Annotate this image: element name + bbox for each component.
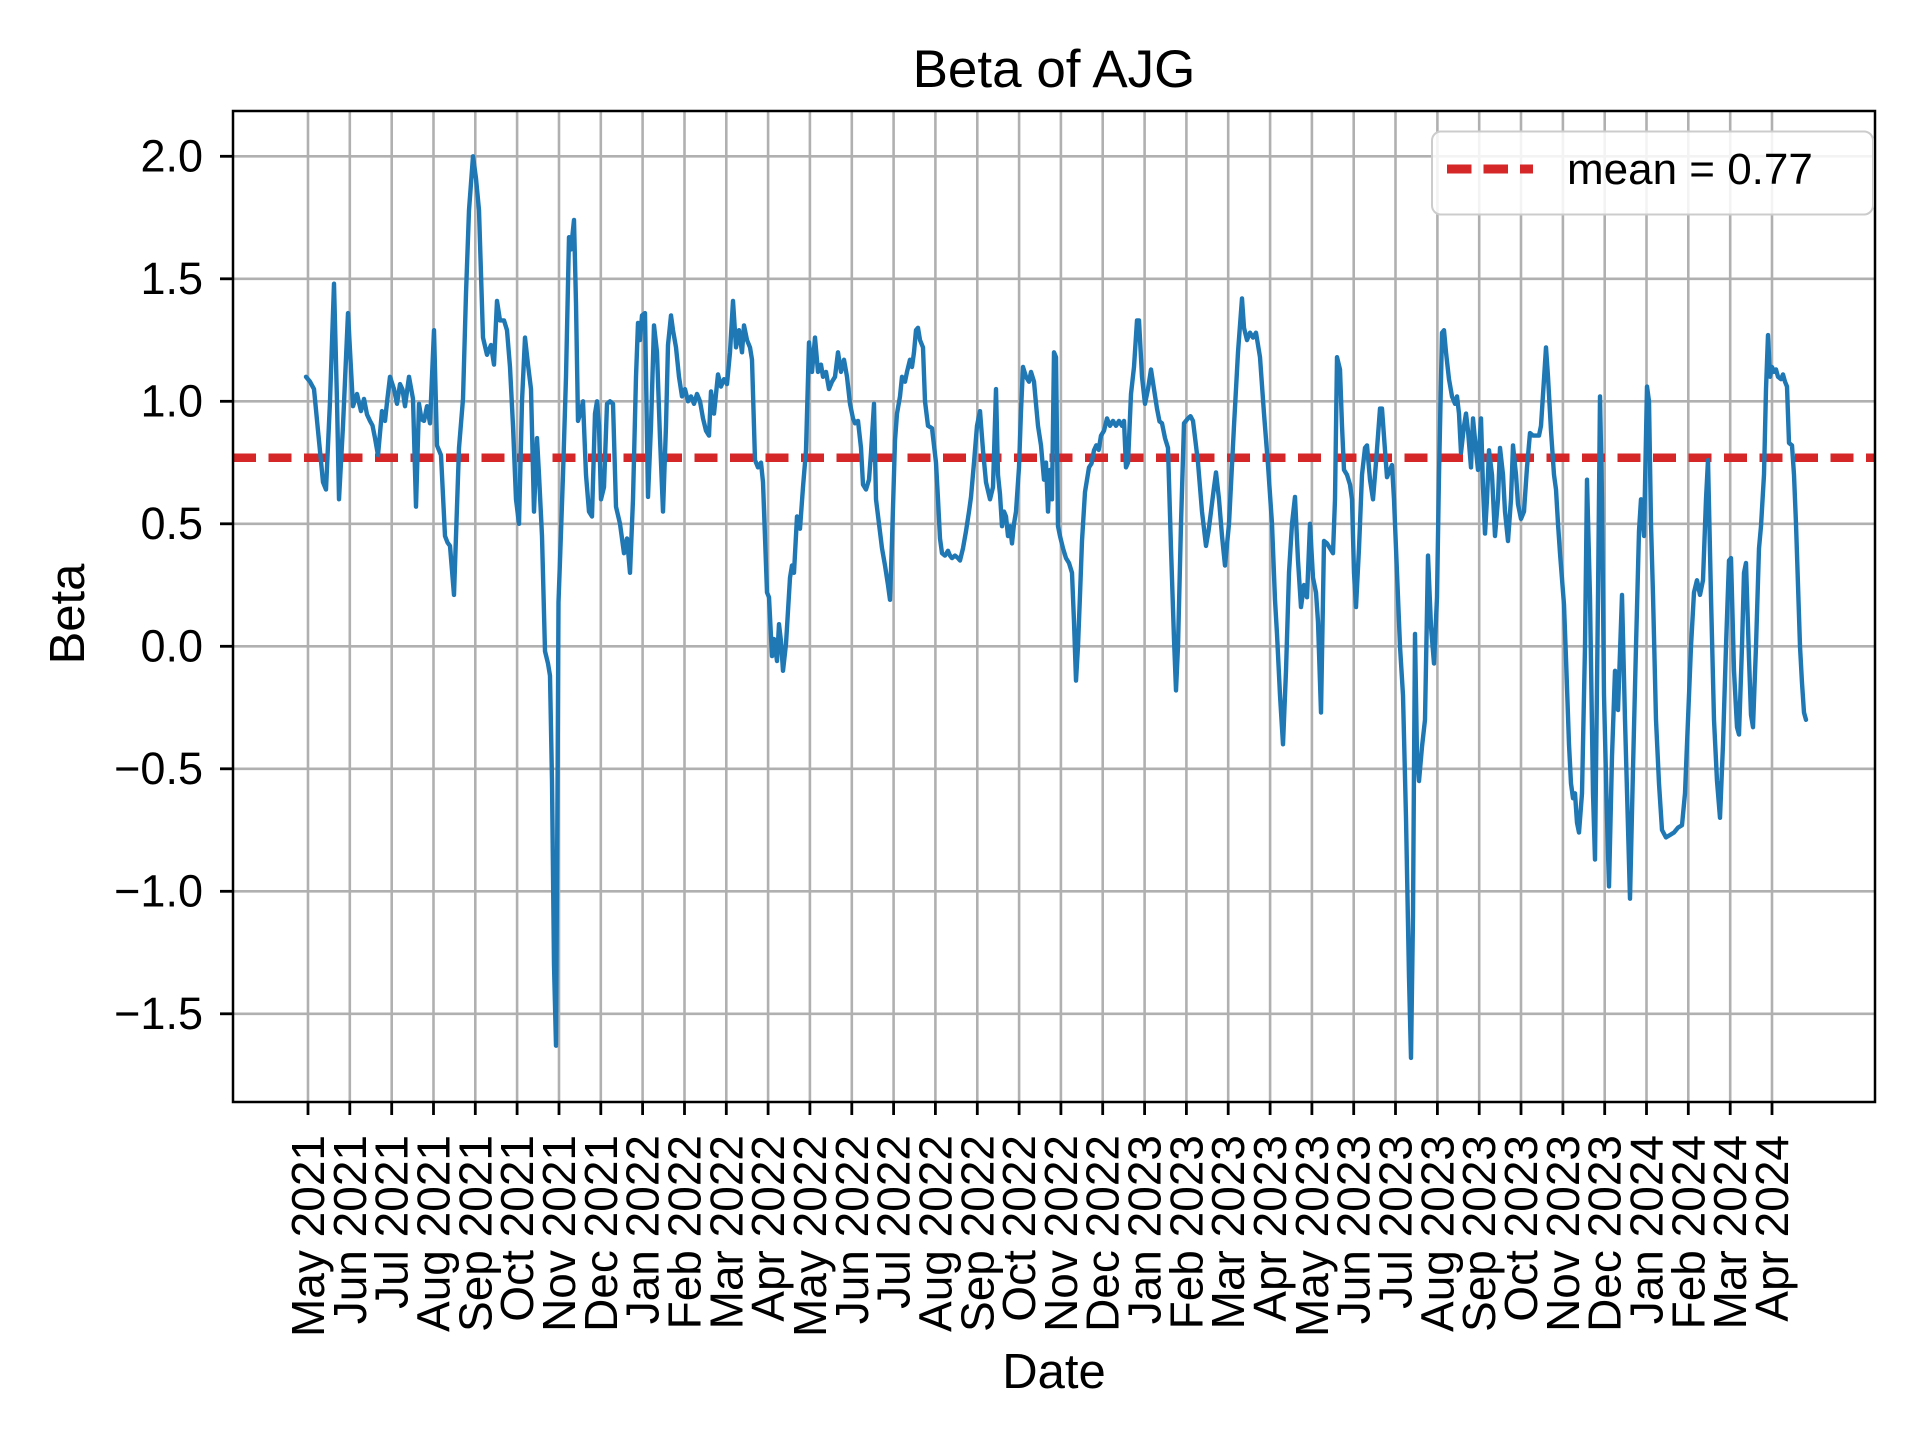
svg-text:−0.5: −0.5 xyxy=(114,743,203,794)
svg-text:Jul 2023: Jul 2023 xyxy=(1370,1135,1422,1309)
svg-text:Beta of AJG: Beta of AJG xyxy=(913,40,1196,99)
svg-text:Sep 2023: Sep 2023 xyxy=(1453,1135,1505,1332)
svg-text:0.5: 0.5 xyxy=(140,498,203,549)
svg-text:Aug 2021: Aug 2021 xyxy=(408,1135,460,1332)
svg-text:Feb 2022: Feb 2022 xyxy=(659,1135,711,1329)
svg-text:May 2021: May 2021 xyxy=(282,1135,334,1337)
svg-text:Feb 2023: Feb 2023 xyxy=(1160,1135,1212,1329)
svg-text:Mar 2024: Mar 2024 xyxy=(1704,1135,1756,1329)
svg-text:Jul 2021: Jul 2021 xyxy=(366,1135,418,1309)
svg-text:Dec 2022: Dec 2022 xyxy=(1077,1135,1129,1332)
svg-text:Oct 2021: Oct 2021 xyxy=(491,1135,543,1322)
svg-text:May 2023: May 2023 xyxy=(1286,1135,1338,1337)
svg-text:Nov 2023: Nov 2023 xyxy=(1537,1135,1589,1332)
svg-text:1.0: 1.0 xyxy=(140,375,203,426)
svg-text:Aug 2022: Aug 2022 xyxy=(909,1135,961,1332)
svg-text:Aug 2023: Aug 2023 xyxy=(1411,1135,1463,1332)
svg-text:Jan 2024: Jan 2024 xyxy=(1621,1135,1673,1324)
svg-text:Sep 2022: Sep 2022 xyxy=(951,1135,1003,1332)
svg-text:Mar 2022: Mar 2022 xyxy=(700,1135,752,1329)
svg-text:Date: Date xyxy=(1002,1345,1106,1399)
svg-text:Jan 2023: Jan 2023 xyxy=(1119,1135,1171,1324)
svg-text:Beta: Beta xyxy=(41,563,95,665)
svg-text:Oct 2022: Oct 2022 xyxy=(993,1135,1045,1322)
svg-text:1.5: 1.5 xyxy=(140,253,203,304)
svg-text:Apr 2022: Apr 2022 xyxy=(742,1135,794,1322)
svg-text:May 2022: May 2022 xyxy=(784,1135,836,1337)
svg-text:Sep 2021: Sep 2021 xyxy=(449,1135,501,1332)
svg-text:Oct 2023: Oct 2023 xyxy=(1495,1135,1547,1322)
svg-text:Jan 2022: Jan 2022 xyxy=(617,1135,669,1324)
svg-text:Nov 2021: Nov 2021 xyxy=(533,1135,585,1332)
svg-text:Dec 2023: Dec 2023 xyxy=(1579,1135,1631,1332)
svg-text:mean = 0.77: mean = 0.77 xyxy=(1567,145,1813,194)
svg-text:Feb 2024: Feb 2024 xyxy=(1662,1135,1714,1329)
svg-text:Apr 2024: Apr 2024 xyxy=(1746,1135,1798,1322)
svg-text:Apr 2023: Apr 2023 xyxy=(1244,1135,1296,1322)
svg-text:Dec 2021: Dec 2021 xyxy=(575,1135,627,1332)
svg-text:−1.5: −1.5 xyxy=(114,988,203,1039)
svg-text:−1.0: −1.0 xyxy=(114,865,203,916)
svg-text:0.0: 0.0 xyxy=(140,620,203,671)
svg-text:Jun 2021: Jun 2021 xyxy=(324,1135,376,1324)
svg-text:Jun 2022: Jun 2022 xyxy=(826,1135,878,1324)
svg-text:2.0: 2.0 xyxy=(140,130,203,181)
svg-text:Nov 2022: Nov 2022 xyxy=(1035,1135,1087,1332)
svg-text:Mar 2023: Mar 2023 xyxy=(1202,1135,1254,1329)
svg-text:Jun 2023: Jun 2023 xyxy=(1328,1135,1380,1324)
svg-text:Jul 2022: Jul 2022 xyxy=(868,1135,920,1309)
